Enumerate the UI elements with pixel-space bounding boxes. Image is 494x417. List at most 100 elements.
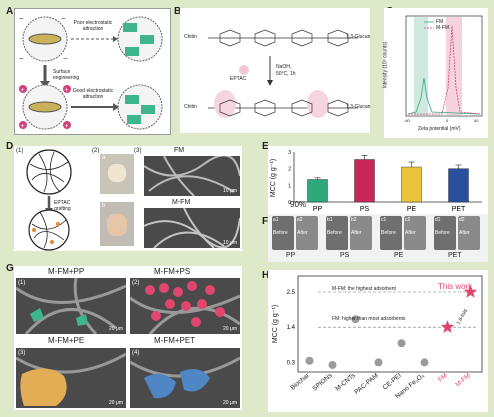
- grafting-label: grafting: [54, 206, 71, 212]
- panel-g: M-FM+PP M-FM+PS (1) 20 μm (2) 20 μm M-FM…: [14, 266, 242, 410]
- zeta-xtick-3: 0: [446, 118, 449, 123]
- mfm-photo: b: [100, 202, 134, 246]
- h-note-2: FM: higher than most adsorbents: [332, 316, 406, 322]
- vial-before-label: Before: [327, 230, 342, 236]
- panel-label-a: A: [6, 6, 14, 17]
- panel-label-g: G: [6, 263, 14, 274]
- zeta-xtick-0: -60: [404, 118, 410, 123]
- panel-label-d: D: [6, 141, 14, 152]
- bar-category-label: PE: [407, 206, 417, 213]
- vial-after-label: After: [405, 230, 416, 236]
- poor-attraction-label: Poor electrostatic attraction: [73, 20, 113, 32]
- svg-text:+: +: [65, 87, 69, 94]
- scatter-point: [397, 339, 406, 348]
- scatter-point: [420, 358, 429, 367]
- sem-fm-scale: 10 μm: [223, 188, 237, 194]
- scatter-star-m-fm: [463, 285, 478, 298]
- vial-group-label: PS: [340, 252, 350, 259]
- vial-b2: b2 After: [350, 216, 372, 250]
- vial-group-label: PP: [286, 252, 296, 259]
- g1-num: (1): [18, 280, 26, 286]
- svg-text:−: −: [61, 14, 66, 23]
- sem-mfm-image: 10 μm: [144, 208, 240, 248]
- sem-pet: (4) 20 μm: [130, 348, 240, 408]
- g-title-2: M-FM+PS: [154, 267, 191, 276]
- vial-group-label: PE: [394, 252, 404, 259]
- g4-scale: 20 μm: [223, 400, 237, 406]
- fm-photo: a: [100, 154, 134, 194]
- panel-f: a1 Before a2 After PP b1 Before b2 After PS c1 Befo…: [268, 214, 488, 262]
- condition-temp: 50°C, 1h: [276, 71, 296, 77]
- vial-a2: a2 After: [296, 216, 318, 250]
- panel-e: 0 1 2 3 PP PS PE PET MCC (g g⁻¹): [268, 146, 488, 214]
- zeta-legend-fm: FM: [436, 19, 444, 25]
- sem-pp: (1) 20 μm: [16, 278, 126, 334]
- vial-id: a2: [297, 217, 303, 223]
- svg-text:−: −: [19, 14, 24, 23]
- scatter-category-label: M-FM: [454, 372, 471, 388]
- panel-label-e: E: [262, 141, 269, 152]
- eptac-label: EPTAC: [230, 76, 247, 82]
- zeta-xtick-5: 40: [474, 118, 479, 123]
- surface-engineering-label: Surface engineering: [53, 69, 80, 81]
- this-work-label: This work: [438, 282, 473, 291]
- panel-label-b: B: [174, 6, 182, 17]
- scatter-category-label: FM: [437, 372, 449, 383]
- vial-id: d2: [459, 217, 465, 223]
- vial-before-label: Before: [381, 230, 396, 236]
- glucan-label-bottom: 1,3-Glucan: [346, 104, 371, 110]
- mcc-bar-chart: 0 1 2 3 PP PS PE PET: [288, 150, 482, 213]
- photo-a-label: a: [102, 155, 106, 161]
- scatter-point: [328, 360, 337, 369]
- vial-id: c1: [381, 217, 387, 223]
- g2-scale: 20 μm: [223, 326, 237, 332]
- scatter-point: [374, 358, 383, 367]
- bar-pp: [307, 179, 328, 203]
- scatter-point: [351, 315, 360, 324]
- bar-ps: [354, 159, 375, 203]
- photo-b-label: b: [102, 203, 106, 209]
- good-attraction-label: Good electrostatic attraction: [72, 88, 114, 100]
- bar-category-label: PP: [313, 206, 323, 213]
- panel-c: FM M-FM Intensity (10⁵ counts) Zeta pote…: [382, 8, 488, 138]
- vial-c1: c1 Before: [380, 216, 402, 250]
- d-label-3: (3): [134, 148, 142, 154]
- bar-ytick: 3: [288, 150, 291, 156]
- scatter-point: [305, 356, 314, 365]
- vial-d2: d2 After: [458, 216, 480, 250]
- zeta-legend-mfm: M-FM: [436, 25, 450, 31]
- vial-group-label: PET: [448, 252, 462, 259]
- fiber-network-diagram: [26, 149, 72, 251]
- scatter-star-fm: [440, 320, 455, 333]
- condition-naoh: NaOH,: [276, 64, 292, 70]
- d-label-2: (2): [92, 148, 100, 154]
- eptac-grafting-label: EPTAC: [54, 200, 71, 206]
- svg-text:+: +: [65, 123, 69, 130]
- bar-ytick: 1: [288, 183, 291, 189]
- scatter-ytick: 0.3: [287, 360, 296, 366]
- scatter-category-label: SPIONs: [311, 372, 334, 393]
- zeta-ylabel: Intensity (10⁵ counts): [382, 41, 389, 89]
- g-title-3: M-FM+PE: [48, 336, 85, 345]
- panel-b: Chitin 1,3-Glucan EPTAC NaOH, 50°C, 1h C…: [180, 8, 370, 133]
- sem-pe: (3) 20 μm: [16, 348, 126, 408]
- sem-mfm-title: M-FM: [172, 199, 191, 206]
- g-title-4: M-FM+PET: [154, 336, 196, 345]
- panel-a-diagram: − − − − + + + +: [19, 14, 163, 130]
- vial-id: b2: [351, 217, 357, 223]
- bar-category-label: PS: [360, 206, 370, 213]
- h-ylabel: MCC (g g⁻¹): [272, 304, 280, 344]
- vial-id: c2: [405, 217, 411, 223]
- sem-fm-image: 10 μm: [144, 156, 240, 196]
- vial-b1: b1 Before: [326, 216, 348, 250]
- vial-d1: d1 Before: [434, 216, 456, 250]
- d-label-1: (1): [16, 148, 24, 154]
- vial-id: b1: [327, 217, 333, 223]
- g3-scale: 20 μm: [109, 400, 123, 406]
- scatter-ytick: 2.5: [287, 290, 296, 296]
- scatter-category-label: PAC-PAM: [353, 372, 379, 396]
- vial-after-label: After: [297, 230, 308, 236]
- panel-label-f: F: [262, 216, 269, 227]
- zeta-xlabel: Zeta potential (mV): [418, 126, 461, 132]
